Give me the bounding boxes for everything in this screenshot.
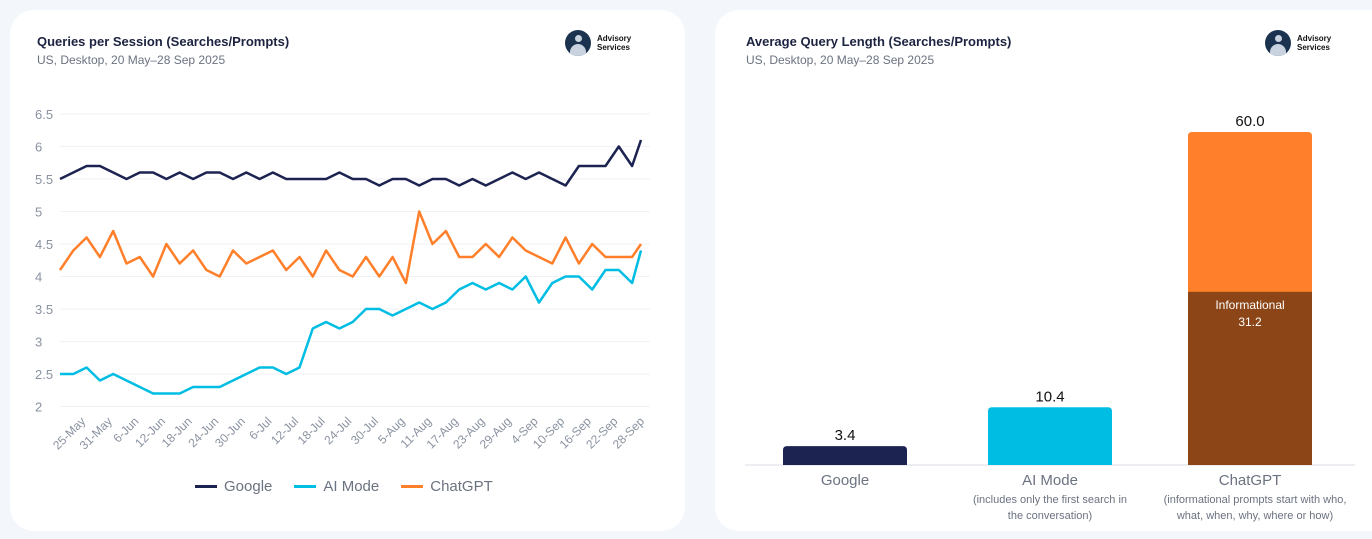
value-label-google: 3.4 bbox=[835, 427, 856, 444]
chatgpt-note: (informational prompts start with who, w… bbox=[1163, 494, 1347, 522]
legend-label: ChatGPT bbox=[430, 478, 493, 495]
x-tick-label: 30-Jul bbox=[348, 414, 381, 447]
users-icon bbox=[565, 30, 591, 56]
legend-label: Google bbox=[224, 478, 273, 495]
x-tick-label: 12-Jul bbox=[268, 414, 301, 447]
x-tick-label: 24-Jul bbox=[321, 414, 354, 447]
y-tick-label: 3 bbox=[35, 335, 42, 350]
series-line-ai-mode bbox=[60, 250, 643, 395]
logo-text: Services bbox=[1297, 43, 1330, 52]
segment-value-label: 31.2 bbox=[1238, 315, 1262, 329]
series-line-chatgpt bbox=[58, 210, 643, 285]
logo-text: Advisory bbox=[597, 34, 632, 43]
category-label-chatgpt: ChatGPT bbox=[1218, 472, 1282, 489]
bar-segment-informational bbox=[1188, 291, 1312, 465]
category-label-google: Google bbox=[820, 472, 870, 489]
y-tick-label: 6.5 bbox=[35, 107, 53, 122]
y-tick-label: 4.5 bbox=[35, 237, 53, 252]
y-tick-label: 6 bbox=[35, 140, 42, 155]
legend-swatch bbox=[294, 485, 317, 488]
legend-swatch bbox=[195, 485, 217, 488]
legend-ai-mode[interactable]: AI Mode bbox=[294, 478, 379, 495]
chart-subtitle: US, Desktop, 20 May–28 Sep 2025 bbox=[746, 53, 935, 67]
x-tick-label: 18-Jul bbox=[295, 414, 328, 447]
legend-chatgpt[interactable]: ChatGPT bbox=[401, 478, 493, 495]
y-tick-label: 4 bbox=[35, 270, 42, 285]
category-label-ai-mode: AI Mode bbox=[1022, 472, 1078, 489]
value-label-chatgpt: 60.0 bbox=[1235, 113, 1264, 130]
bar-chart: 3.4 10.4 60.0 Informational 31.2 bbox=[745, 113, 1355, 466]
legend-google[interactable]: Google bbox=[195, 478, 272, 495]
bar-ai-mode bbox=[988, 407, 1112, 465]
value-label-ai-mode: 10.4 bbox=[1035, 388, 1064, 405]
ai-mode-note: (includes only the first search in the c… bbox=[972, 494, 1128, 522]
x-tick-label: 30-Jun bbox=[212, 414, 248, 450]
legend-label: AI Mode bbox=[323, 478, 380, 495]
chart-title: Average Query Length (Searches/Prompts) bbox=[746, 34, 1012, 49]
queries-per-session-card: Queries per Session (Searches/Prompts) U… bbox=[10, 10, 685, 531]
y-tick-label: 5 bbox=[35, 205, 42, 220]
legend: Google AI Mode ChatGPT bbox=[195, 478, 493, 495]
y-tick-label: 5.5 bbox=[35, 172, 53, 187]
y-tick-label: 2.5 bbox=[35, 367, 53, 382]
segment-label: Informational bbox=[1215, 298, 1284, 312]
y-tick-label: 2 bbox=[35, 400, 42, 415]
advisory-services-logo: Advisory Services bbox=[1265, 30, 1337, 56]
chart-subtitle: US, Desktop, 20 May–28 Sep 2025 bbox=[37, 53, 226, 67]
users-icon bbox=[1265, 30, 1291, 56]
advisory-services-logo: Advisory Services bbox=[565, 30, 637, 56]
legend-swatch bbox=[401, 485, 424, 488]
series-line-google bbox=[59, 139, 643, 187]
y-tick-label: 3.5 bbox=[35, 302, 53, 317]
logo-text: Advisory bbox=[1297, 34, 1332, 43]
bar-google bbox=[783, 446, 907, 465]
line-chart: 6.565.554.543.532.5225-May31-May6-Jun12-… bbox=[35, 107, 650, 452]
logo-text: Services bbox=[597, 43, 630, 52]
average-query-length-card: Average Query Length (Searches/Prompts) … bbox=[715, 10, 1372, 531]
chart-title: Queries per Session (Searches/Prompts) bbox=[37, 34, 290, 49]
